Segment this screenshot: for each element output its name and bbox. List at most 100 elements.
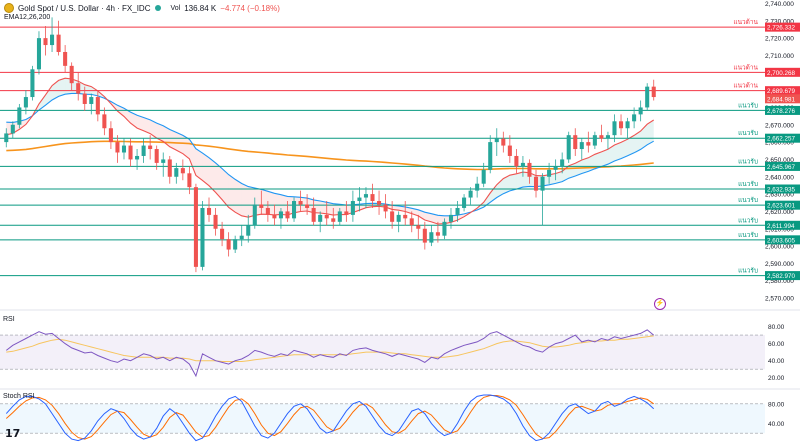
ema-cloud-segment — [235, 179, 242, 216]
market-status-icon — [154, 5, 161, 11]
level-price-tag — [765, 271, 800, 281]
ema-cloud-segment — [607, 144, 615, 165]
candle-body — [200, 207, 205, 267]
ema-cloud-segment — [169, 129, 177, 151]
candle-body — [429, 232, 434, 243]
candle-body — [10, 124, 15, 134]
candle-body — [448, 214, 454, 222]
candle-body — [285, 211, 290, 219]
candle-body — [272, 214, 277, 219]
ema-cloud-segment — [58, 78, 66, 97]
candle-body — [148, 145, 153, 150]
candle-body — [520, 162, 525, 167]
stoch-k-line — [5, 394, 655, 442]
candle-body — [154, 149, 159, 163]
lightning-icon[interactable]: ⚡ — [654, 298, 666, 310]
ema-cloud-segment — [555, 171, 563, 184]
candle-body — [377, 201, 382, 205]
candle-body — [409, 218, 414, 226]
ema-cloud-segment — [150, 119, 157, 139]
level-text-support: แนวรับ — [738, 216, 758, 224]
candle-body — [481, 169, 486, 184]
candle-body — [220, 228, 225, 240]
candle-body — [455, 207, 460, 215]
level-price-label: 2,726.332 — [767, 25, 796, 32]
candle-body — [95, 97, 100, 115]
candle-body — [566, 135, 571, 160]
price-axis-tick: 2,740.000 — [765, 1, 794, 8]
level-price-tag — [765, 22, 800, 32]
ema12-line — [6, 77, 654, 225]
candle-body — [462, 197, 467, 208]
candle-body — [363, 194, 368, 198]
candle-body — [252, 204, 257, 226]
gold-symbol-icon — [4, 3, 14, 13]
candle-body — [82, 93, 87, 104]
candle-body — [76, 83, 81, 94]
volume-label: Vol — [170, 4, 181, 12]
candle-body — [102, 114, 107, 129]
candle-body — [475, 183, 480, 191]
candle-body — [416, 225, 421, 229]
ema-cloud-segment — [614, 142, 622, 162]
price-axis-tick: 2,650.000 — [765, 157, 794, 164]
ema-cloud-segment — [163, 125, 170, 147]
candle-body — [141, 145, 146, 156]
last-price-tag — [765, 94, 800, 104]
stoch-axis-tick: 40.00 — [768, 421, 785, 428]
candle-body — [638, 107, 643, 115]
level-price-label: 2,662.257 — [767, 136, 796, 143]
ema-cloud-segment — [241, 183, 249, 218]
price-axis-tick: 2,730.000 — [765, 18, 794, 25]
price-axis-tick: 2,630.000 — [765, 192, 794, 199]
candle-body — [180, 168, 185, 174]
candle-body — [265, 207, 270, 215]
candle-body — [50, 34, 55, 46]
volume-value: 136.84 K — [184, 3, 217, 13]
symbol-title[interactable]: Gold Spot / U.S. Dollar · 4h · FX_IDC — [18, 3, 151, 13]
ema-cloud-segment — [621, 139, 628, 159]
candle-body — [259, 204, 264, 208]
ema-cloud-segment — [137, 115, 144, 131]
price-axis-tick: 2,590.000 — [765, 261, 794, 268]
rsi-axis-tick: 40.00 — [768, 358, 785, 365]
candle-body — [501, 138, 506, 146]
candle-body — [278, 211, 283, 219]
candle-body — [43, 38, 48, 46]
candle-body — [30, 69, 35, 98]
ema-cloud-segment — [326, 202, 334, 216]
price-axis-tick: 2,660.000 — [765, 140, 794, 147]
candle-body — [422, 228, 427, 243]
level-price-label: 2,611.994 — [767, 223, 795, 230]
ema-cloud-segment — [581, 157, 589, 174]
candle-body — [344, 211, 349, 215]
candle-body — [17, 107, 22, 125]
ema-cloud-segment — [568, 163, 576, 179]
level-text-support: แนวรับ — [738, 267, 758, 275]
candle-body — [193, 187, 198, 267]
level-price-tag — [765, 161, 800, 171]
ema-cloud-segment — [84, 84, 92, 95]
rsi-pane-label[interactable]: RSI — [3, 316, 15, 323]
rsi-axis-tick: 20.00 — [768, 375, 785, 382]
ema-cloud-segment — [634, 131, 641, 153]
candle-body — [579, 142, 584, 150]
ema-cloud-segment — [627, 135, 635, 156]
level-text-resistance: แนวต้าน — [733, 18, 758, 26]
level-price-tag — [765, 220, 800, 230]
rsi-line — [5, 329, 655, 378]
candle-body — [383, 204, 388, 212]
candle-body — [396, 214, 401, 222]
candle-body — [174, 168, 179, 177]
ema-cloud-segment — [215, 162, 223, 200]
candle-body — [23, 97, 28, 108]
level-text-support: แนวรับ — [738, 231, 758, 239]
candle-body — [108, 128, 113, 143]
ema-cloud-segment — [424, 212, 432, 222]
level-price-tag — [765, 133, 800, 143]
ema-cloud-segment — [562, 165, 569, 182]
candle-body — [246, 225, 251, 236]
candle-body — [161, 159, 166, 163]
indicator-label[interactable]: EMA12,26,200 — [4, 14, 51, 21]
stoch-rsi-pane-label[interactable]: Stoch RSI — [3, 393, 35, 400]
